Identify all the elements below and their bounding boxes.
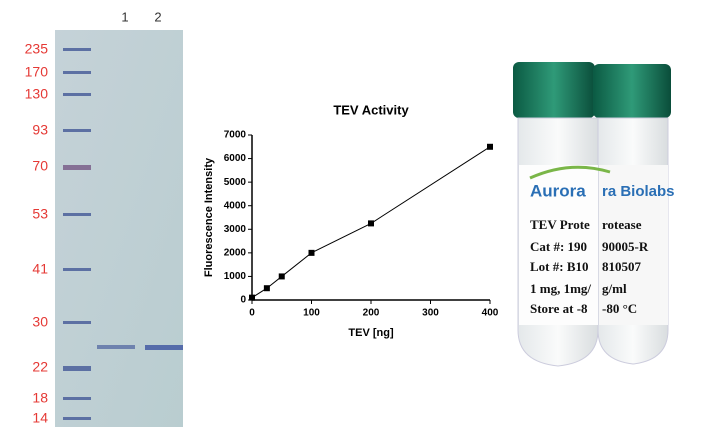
marker-label: 18	[32, 390, 48, 406]
cap	[593, 64, 671, 118]
marker-label: 22	[32, 359, 48, 375]
y-tick-label: 6000	[224, 153, 247, 164]
y-tick-label: 5000	[224, 177, 247, 188]
ladder-band	[63, 165, 91, 170]
ladder-band	[63, 417, 91, 420]
ladder-band	[63, 268, 91, 271]
ladder-band	[63, 213, 91, 216]
x-tick-label: 0	[249, 308, 255, 319]
vial-text: Lot #: B10	[530, 259, 589, 274]
y-tick-label: 2000	[224, 247, 247, 258]
marker-label: 53	[32, 206, 48, 222]
sample-band	[97, 345, 135, 349]
sample-band	[145, 345, 183, 350]
y-tick-label: 0	[240, 295, 246, 306]
data-point	[308, 249, 315, 256]
logo-arc	[529, 165, 611, 180]
vial-text: Store at -8	[530, 301, 588, 316]
marker-label: 70	[32, 158, 48, 174]
vial-text: ra Biolabs	[602, 183, 675, 200]
marker-label: 93	[32, 122, 48, 138]
y-tick-label: 1000	[224, 271, 247, 282]
vial-text: Aurora	[530, 181, 586, 200]
data-point	[263, 285, 270, 292]
marker-label: 235	[25, 41, 49, 57]
label	[519, 165, 598, 325]
y-axis-label: Fluorescence Intensity	[203, 157, 215, 277]
vial-text: Cat #: 190	[530, 239, 587, 254]
vial-text: g/ml	[602, 281, 627, 296]
x-axis-label: TEV [ng]	[348, 327, 394, 339]
chart-title: TEV Activity	[333, 102, 409, 117]
ladder-band	[63, 366, 91, 371]
label	[599, 165, 668, 325]
data-point	[278, 273, 285, 280]
ladder-band	[63, 48, 91, 51]
data-point	[368, 220, 374, 227]
data-point	[249, 294, 255, 301]
vial-text: rotease	[602, 217, 642, 232]
lane-label: 1	[121, 9, 128, 24]
ladder-band	[63, 71, 91, 74]
ladder-band	[63, 93, 91, 96]
cap	[513, 62, 595, 118]
lane-label: 2	[154, 9, 161, 24]
vial-text: 810507	[602, 259, 642, 274]
marker-label: 130	[25, 86, 49, 102]
data-point	[487, 143, 493, 150]
vial-text: -80 °C	[602, 301, 637, 316]
marker-label: 41	[32, 261, 48, 277]
marker-label: 14	[32, 410, 48, 426]
y-tick-label: 4000	[224, 200, 247, 211]
vials	[513, 62, 671, 367]
vial-text: 90005-R	[602, 239, 649, 254]
x-tick-label: 300	[422, 308, 439, 319]
marker-label: 170	[25, 64, 49, 80]
gel	[55, 30, 183, 427]
y-tick-label: 7000	[224, 130, 247, 141]
ladder-band	[63, 321, 91, 324]
y-tick-label: 3000	[224, 224, 247, 235]
ladder-band	[63, 129, 91, 132]
vial-text: TEV Prote	[530, 217, 590, 232]
x-tick-label: 400	[482, 308, 499, 319]
marker-label: 30	[32, 314, 48, 330]
vial-text: 1 mg, 1mg/	[530, 281, 591, 296]
ladder-band	[63, 397, 91, 400]
x-tick-label: 100	[303, 308, 320, 319]
x-tick-label: 200	[363, 308, 380, 319]
